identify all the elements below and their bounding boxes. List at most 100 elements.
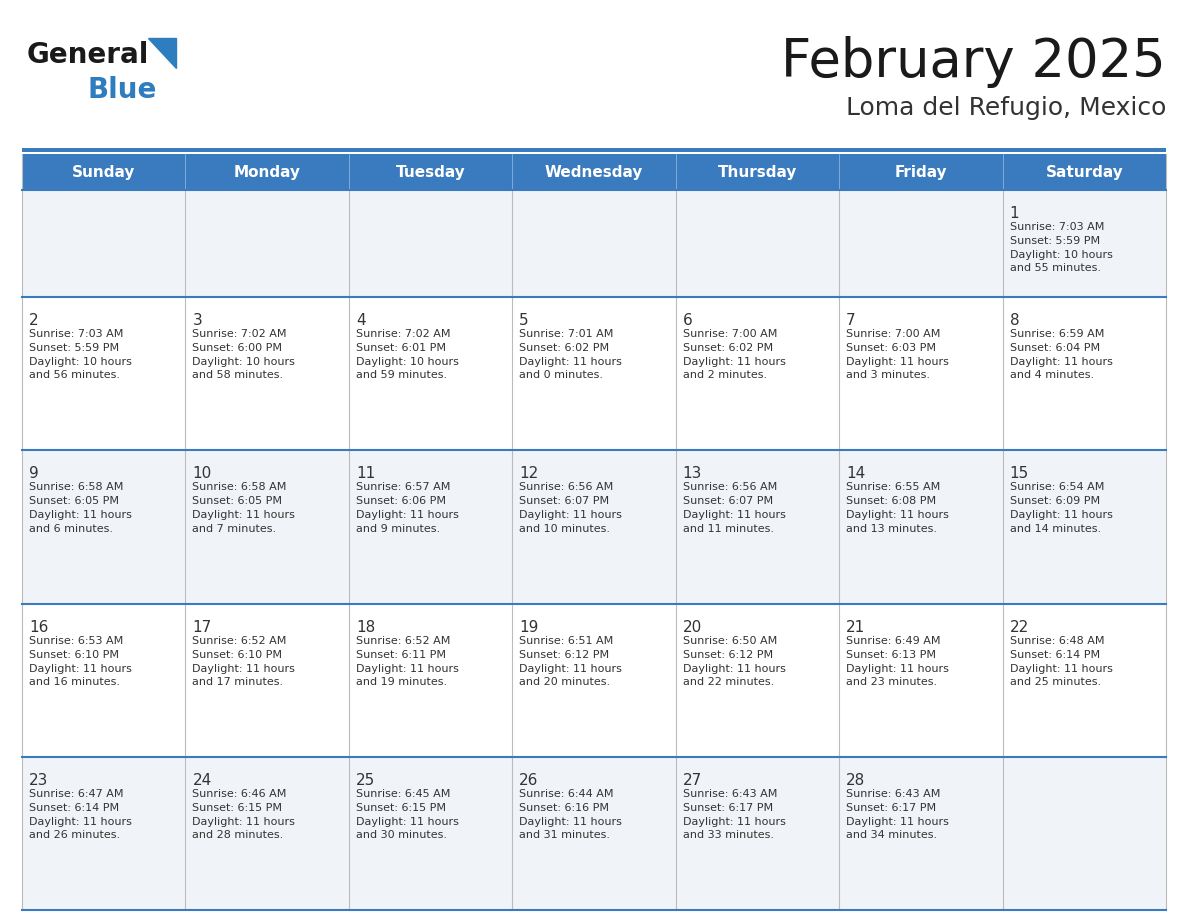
Text: Sunset: 6:07 PM: Sunset: 6:07 PM bbox=[683, 497, 773, 507]
Text: Sunset: 6:05 PM: Sunset: 6:05 PM bbox=[192, 497, 283, 507]
Text: Loma del Refugio, Mexico: Loma del Refugio, Mexico bbox=[846, 96, 1165, 120]
Text: 4: 4 bbox=[356, 313, 366, 329]
Text: 2: 2 bbox=[29, 313, 39, 329]
Text: 24: 24 bbox=[192, 773, 211, 788]
Text: Sunrise: 6:43 AM: Sunrise: 6:43 AM bbox=[846, 789, 941, 799]
Text: Daylight: 11 hours
and 13 minutes.: Daylight: 11 hours and 13 minutes. bbox=[846, 510, 949, 533]
Text: Sunset: 6:15 PM: Sunset: 6:15 PM bbox=[192, 803, 283, 812]
Bar bbox=[23, 756, 1165, 910]
Text: 12: 12 bbox=[519, 466, 538, 481]
Text: 17: 17 bbox=[192, 620, 211, 634]
Text: 1: 1 bbox=[1010, 206, 1019, 221]
Text: 16: 16 bbox=[29, 620, 49, 634]
Text: Sunrise: 7:02 AM: Sunrise: 7:02 AM bbox=[192, 330, 287, 340]
Text: Sunset: 6:10 PM: Sunset: 6:10 PM bbox=[29, 650, 119, 660]
Bar bbox=[23, 604, 1165, 756]
Text: Daylight: 11 hours
and 9 minutes.: Daylight: 11 hours and 9 minutes. bbox=[356, 510, 459, 533]
Text: Daylight: 11 hours
and 28 minutes.: Daylight: 11 hours and 28 minutes. bbox=[192, 817, 296, 840]
Text: Daylight: 11 hours
and 6 minutes.: Daylight: 11 hours and 6 minutes. bbox=[29, 510, 132, 533]
Text: 14: 14 bbox=[846, 466, 865, 481]
Text: Sunday: Sunday bbox=[72, 164, 135, 180]
Text: Sunrise: 6:43 AM: Sunrise: 6:43 AM bbox=[683, 789, 777, 799]
Text: Sunset: 6:16 PM: Sunset: 6:16 PM bbox=[519, 803, 609, 812]
Text: Sunrise: 6:52 AM: Sunrise: 6:52 AM bbox=[356, 635, 450, 645]
Text: Sunset: 6:12 PM: Sunset: 6:12 PM bbox=[683, 650, 773, 660]
Text: Sunset: 6:10 PM: Sunset: 6:10 PM bbox=[192, 650, 283, 660]
Text: Daylight: 11 hours
and 33 minutes.: Daylight: 11 hours and 33 minutes. bbox=[683, 817, 785, 840]
Text: Sunrise: 6:45 AM: Sunrise: 6:45 AM bbox=[356, 789, 450, 799]
Text: 19: 19 bbox=[519, 620, 538, 634]
Text: Sunrise: 6:48 AM: Sunrise: 6:48 AM bbox=[1010, 635, 1104, 645]
Text: Sunset: 6:17 PM: Sunset: 6:17 PM bbox=[683, 803, 773, 812]
Text: Sunset: 6:04 PM: Sunset: 6:04 PM bbox=[1010, 343, 1100, 353]
Text: February 2025: February 2025 bbox=[782, 36, 1165, 88]
Text: Daylight: 10 hours
and 59 minutes.: Daylight: 10 hours and 59 minutes. bbox=[356, 357, 459, 380]
Text: 10: 10 bbox=[192, 466, 211, 481]
Text: 8: 8 bbox=[1010, 313, 1019, 329]
Text: Daylight: 11 hours
and 4 minutes.: Daylight: 11 hours and 4 minutes. bbox=[1010, 357, 1112, 380]
Text: Daylight: 10 hours
and 56 minutes.: Daylight: 10 hours and 56 minutes. bbox=[29, 357, 132, 380]
Text: Sunset: 6:07 PM: Sunset: 6:07 PM bbox=[519, 497, 609, 507]
Text: Sunrise: 6:51 AM: Sunrise: 6:51 AM bbox=[519, 635, 613, 645]
Bar bbox=[23, 190, 1165, 297]
Text: 23: 23 bbox=[29, 773, 49, 788]
Text: Daylight: 11 hours
and 3 minutes.: Daylight: 11 hours and 3 minutes. bbox=[846, 357, 949, 380]
Text: 26: 26 bbox=[519, 773, 538, 788]
Text: Thursday: Thursday bbox=[718, 164, 797, 180]
Text: Sunrise: 6:47 AM: Sunrise: 6:47 AM bbox=[29, 789, 124, 799]
Text: Daylight: 11 hours
and 34 minutes.: Daylight: 11 hours and 34 minutes. bbox=[846, 817, 949, 840]
Text: Sunset: 5:59 PM: Sunset: 5:59 PM bbox=[1010, 236, 1100, 246]
Text: Sunrise: 6:56 AM: Sunrise: 6:56 AM bbox=[683, 483, 777, 492]
Text: 6: 6 bbox=[683, 313, 693, 329]
Text: Daylight: 11 hours
and 22 minutes.: Daylight: 11 hours and 22 minutes. bbox=[683, 664, 785, 687]
Text: Saturday: Saturday bbox=[1045, 164, 1123, 180]
Text: Sunset: 6:03 PM: Sunset: 6:03 PM bbox=[846, 343, 936, 353]
Text: Daylight: 11 hours
and 7 minutes.: Daylight: 11 hours and 7 minutes. bbox=[192, 510, 296, 533]
Text: Sunrise: 6:57 AM: Sunrise: 6:57 AM bbox=[356, 483, 450, 492]
Text: Sunrise: 6:58 AM: Sunrise: 6:58 AM bbox=[29, 483, 124, 492]
Text: Sunset: 6:09 PM: Sunset: 6:09 PM bbox=[1010, 497, 1100, 507]
Text: 20: 20 bbox=[683, 620, 702, 634]
Text: 7: 7 bbox=[846, 313, 855, 329]
Text: 27: 27 bbox=[683, 773, 702, 788]
Text: Daylight: 11 hours
and 2 minutes.: Daylight: 11 hours and 2 minutes. bbox=[683, 357, 785, 380]
Text: Sunset: 6:11 PM: Sunset: 6:11 PM bbox=[356, 650, 446, 660]
Text: Daylight: 11 hours
and 10 minutes.: Daylight: 11 hours and 10 minutes. bbox=[519, 510, 623, 533]
Text: Sunrise: 7:00 AM: Sunrise: 7:00 AM bbox=[846, 330, 941, 340]
Text: Sunset: 6:01 PM: Sunset: 6:01 PM bbox=[356, 343, 446, 353]
Text: 21: 21 bbox=[846, 620, 865, 634]
Polygon shape bbox=[148, 38, 176, 68]
Text: Daylight: 11 hours
and 30 minutes.: Daylight: 11 hours and 30 minutes. bbox=[356, 817, 459, 840]
Text: Sunset: 6:02 PM: Sunset: 6:02 PM bbox=[519, 343, 609, 353]
Text: Sunset: 6:14 PM: Sunset: 6:14 PM bbox=[29, 803, 119, 812]
Text: Daylight: 11 hours
and 17 minutes.: Daylight: 11 hours and 17 minutes. bbox=[192, 664, 296, 687]
Text: Sunrise: 7:03 AM: Sunrise: 7:03 AM bbox=[1010, 222, 1104, 232]
Text: Daylight: 11 hours
and 31 minutes.: Daylight: 11 hours and 31 minutes. bbox=[519, 817, 623, 840]
Text: 25: 25 bbox=[356, 773, 375, 788]
Text: Sunrise: 6:49 AM: Sunrise: 6:49 AM bbox=[846, 635, 941, 645]
Text: Daylight: 11 hours
and 20 minutes.: Daylight: 11 hours and 20 minutes. bbox=[519, 664, 623, 687]
Text: Sunrise: 7:01 AM: Sunrise: 7:01 AM bbox=[519, 330, 614, 340]
Text: Daylight: 10 hours
and 58 minutes.: Daylight: 10 hours and 58 minutes. bbox=[192, 357, 296, 380]
Text: Sunrise: 6:54 AM: Sunrise: 6:54 AM bbox=[1010, 483, 1104, 492]
Text: 22: 22 bbox=[1010, 620, 1029, 634]
Text: Blue: Blue bbox=[87, 76, 157, 104]
Text: Daylight: 11 hours
and 16 minutes.: Daylight: 11 hours and 16 minutes. bbox=[29, 664, 132, 687]
Text: Sunrise: 6:59 AM: Sunrise: 6:59 AM bbox=[1010, 330, 1104, 340]
Text: Sunrise: 6:46 AM: Sunrise: 6:46 AM bbox=[192, 789, 286, 799]
Text: 15: 15 bbox=[1010, 466, 1029, 481]
Text: Friday: Friday bbox=[895, 164, 947, 180]
Text: Sunrise: 7:03 AM: Sunrise: 7:03 AM bbox=[29, 330, 124, 340]
Text: Sunset: 6:14 PM: Sunset: 6:14 PM bbox=[1010, 650, 1100, 660]
Text: 13: 13 bbox=[683, 466, 702, 481]
Text: 5: 5 bbox=[519, 313, 529, 329]
Text: 3: 3 bbox=[192, 313, 202, 329]
Text: Wednesday: Wednesday bbox=[545, 164, 643, 180]
Text: Monday: Monday bbox=[234, 164, 301, 180]
Text: Sunrise: 6:55 AM: Sunrise: 6:55 AM bbox=[846, 483, 941, 492]
Text: Sunrise: 6:58 AM: Sunrise: 6:58 AM bbox=[192, 483, 286, 492]
Bar bbox=[23, 154, 1165, 190]
Text: Sunset: 6:13 PM: Sunset: 6:13 PM bbox=[846, 650, 936, 660]
Text: Daylight: 11 hours
and 23 minutes.: Daylight: 11 hours and 23 minutes. bbox=[846, 664, 949, 687]
Text: Daylight: 11 hours
and 19 minutes.: Daylight: 11 hours and 19 minutes. bbox=[356, 664, 459, 687]
